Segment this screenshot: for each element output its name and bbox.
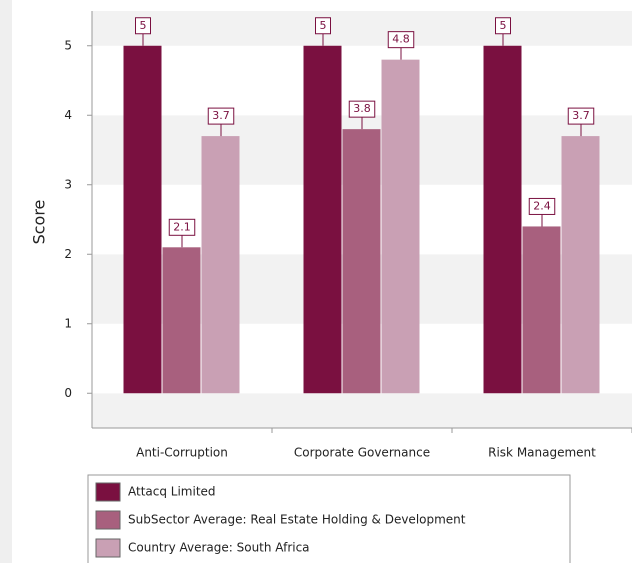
bar [303,45,342,394]
data-label: 5 [140,19,147,32]
data-label-box [495,17,511,35]
data-label: 5 [320,19,327,32]
legend-swatch [95,482,121,502]
y-tick-label: 3 [64,177,72,191]
legend-swatch [95,510,121,530]
data-label: 4.8 [392,33,410,46]
bar [201,136,240,394]
data-label-box [315,17,331,35]
bar [342,129,381,394]
bar [123,45,162,394]
y-tick-label: 0 [64,386,72,400]
data-label-box [168,218,196,236]
y-tick-label: 4 [64,108,72,122]
legend-box [87,474,571,567]
plot-band [92,11,632,46]
data-label: 5 [500,19,507,32]
data-label-box [528,197,556,215]
bar [522,226,561,394]
data-label-box [207,107,235,125]
y-tick-label: 2 [64,247,72,261]
bar [162,247,201,394]
data-label: 2.4 [533,199,551,212]
bar [381,59,420,394]
data-label-box [348,100,376,118]
legend-swatch [95,538,121,558]
data-label-box [567,107,595,125]
data-label: 2.1 [173,220,191,233]
data-label-box [387,31,415,49]
y-tick-label: 5 [64,38,72,52]
data-label: 3.7 [212,109,230,122]
data-label-box [135,17,151,35]
side-strip [0,0,12,563]
bar [483,45,522,394]
legend-label: Attacq Limited [128,485,216,499]
legend-label: SubSector Average: Real Estate Holding &… [128,513,466,527]
y-tick-label: 1 [64,316,72,330]
y-axis-title: Score [30,200,49,245]
x-tick-label: Anti-Corruption [136,446,228,460]
data-label: 3.7 [572,109,590,122]
plot-band [92,393,632,428]
x-tick-label: Risk Management [488,446,596,460]
data-label: 3.8 [353,102,371,115]
legend-label: Country Average: South Africa [128,541,310,555]
bar [561,136,600,394]
x-tick-label: Corporate Governance [294,446,430,460]
